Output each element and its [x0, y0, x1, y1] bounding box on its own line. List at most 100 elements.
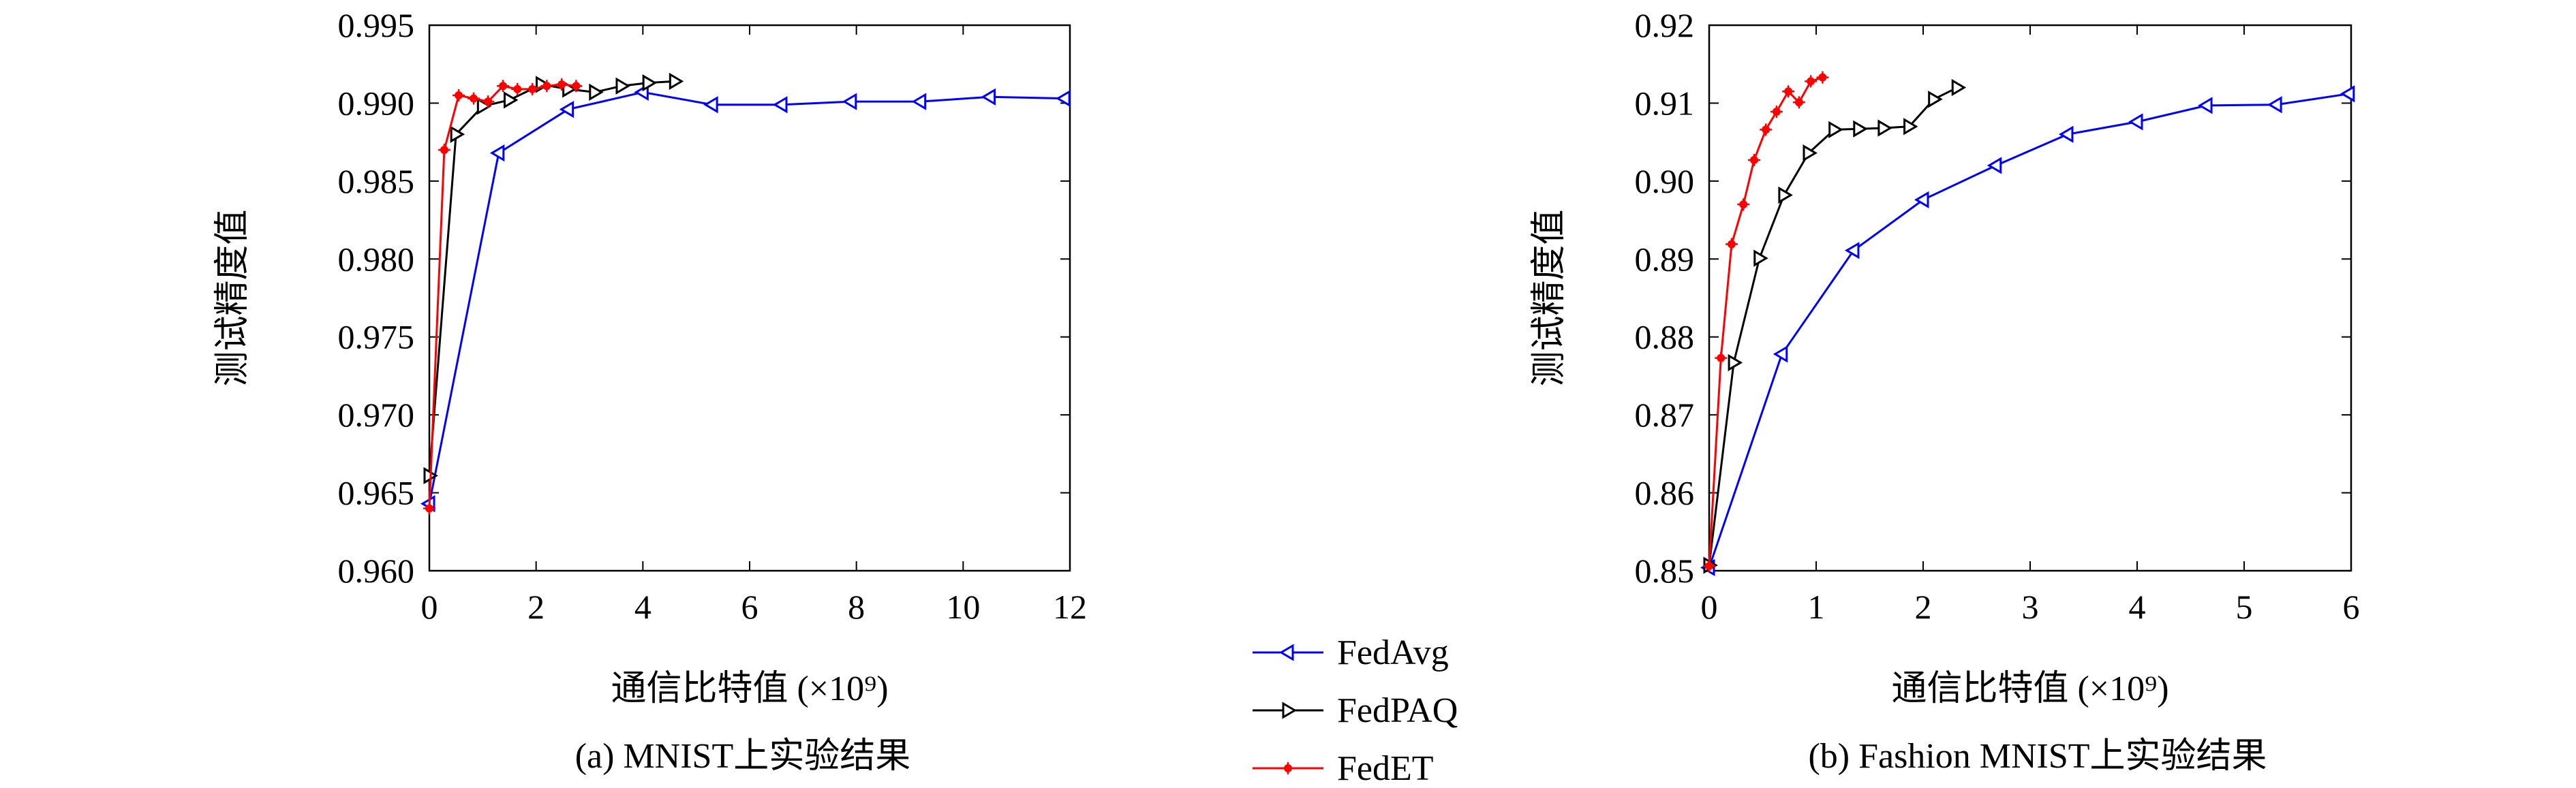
- data-point-fedavg: [1844, 242, 1860, 259]
- x-axis-label: 通信比特值 (×10⁹): [611, 669, 888, 708]
- y-tick-label: 0.970: [338, 396, 415, 434]
- plot-frame: [428, 24, 1071, 572]
- subfigure-caption: (a) MNIST上实验结果: [575, 737, 911, 776]
- data-point-fedavg: [842, 93, 857, 110]
- legend-marker-fedet: [1282, 762, 1294, 774]
- data-point-fedet: [1725, 238, 1738, 251]
- x-tick-label: 0: [1701, 588, 1718, 626]
- data-point-fedavg: [2267, 96, 2282, 114]
- data-point-fedet: [1737, 198, 1750, 211]
- data-point-fedpaq: [615, 77, 630, 95]
- data-point-fedet: [497, 80, 510, 93]
- y-tick-label: 0.87: [1635, 396, 1695, 434]
- y-axis-label: 测试精度值: [213, 209, 252, 386]
- x-tick-label: 6: [741, 588, 758, 626]
- data-point-fedavg: [2058, 125, 2074, 143]
- series-line-fedpaq: [428, 80, 675, 476]
- data-point-fedet: [1792, 96, 1805, 109]
- data-point-fedavg: [981, 88, 996, 106]
- y-tick-label: 0.965: [338, 474, 415, 512]
- data-point-fedavg: [489, 144, 505, 162]
- data-point-fedet: [1782, 85, 1795, 98]
- chart-fashion-mnist: 0 1 2 3 4 5 6 0.85 0.86 0.87 0.88 0.89 0.90 0.91 0.92 通…: [1530, 6, 2360, 776]
- series-line-fedavg: [1708, 93, 2350, 568]
- data-point-fedavg: [2198, 97, 2213, 114]
- data-point-fedavg: [773, 96, 788, 114]
- y-tick-label: 0.91: [1635, 84, 1695, 122]
- legend-label-fedet: FedET: [1337, 749, 1434, 788]
- x-axis-label: 通信比特值 (×10⁹): [1891, 669, 2168, 708]
- x-tick-label: 4: [634, 588, 651, 626]
- data-point-fedet: [1816, 71, 1829, 84]
- data-point-fedavg: [1773, 345, 1788, 363]
- y-tick-label: 0.960: [338, 552, 415, 590]
- legend-entry-fedavg: FedAvg: [1253, 633, 1449, 672]
- y-tick-label: 0.88: [1635, 318, 1695, 356]
- x-tick-label: 10: [946, 588, 980, 626]
- legend-entry-fedet: FedET: [1253, 749, 1434, 788]
- data-point-fedpaq: [1877, 119, 1892, 137]
- x-tick-label: 5: [2236, 588, 2253, 626]
- x-tick-label: 2: [527, 588, 545, 626]
- x-tick-label: 8: [848, 588, 865, 626]
- y-tick-label: 0.990: [338, 84, 415, 122]
- x-tick-label: 4: [2129, 588, 2146, 626]
- data-point-fedpaq: [1778, 186, 1793, 204]
- data-point-fedet: [423, 502, 435, 515]
- y-tick-label: 0.86: [1635, 474, 1695, 512]
- legend-entry-fedpaq: FedPAQ: [1253, 691, 1458, 730]
- data-point-fedavg: [1987, 157, 2002, 174]
- data-point-fedpaq: [642, 74, 658, 92]
- y-tick-label: 0.985: [338, 162, 415, 200]
- data-point-fedet: [1715, 351, 1728, 364]
- x-tick-label: 0: [421, 588, 438, 626]
- series-fedet: [423, 78, 583, 515]
- data-point-fedpaq: [1853, 120, 1868, 138]
- series-fedavg: [420, 83, 1071, 513]
- x-tick-label: 6: [2343, 588, 2360, 626]
- legend-label-fedpaq: FedPAQ: [1337, 691, 1458, 730]
- data-point-fedpaq: [1928, 91, 1943, 108]
- data-point-fedpaq: [669, 72, 684, 91]
- series-fedpaq: [1703, 78, 1967, 574]
- legend: FedAvg FedPAQ FedET: [1253, 633, 1458, 788]
- data-point-fedet: [570, 80, 583, 93]
- legend-marker-fedpaq: [1282, 702, 1297, 719]
- plot-frame: [1708, 24, 2352, 572]
- data-point-fedet: [453, 89, 465, 101]
- data-point-fedpaq: [450, 125, 465, 143]
- y-tick-label: 0.85: [1635, 552, 1695, 590]
- chart-mnist: 0 2 4 6 8 10 12 0.960 0.965 0.970 0.975 0.980 0.985 0…: [213, 6, 1087, 776]
- series-line-fedavg: [428, 91, 1065, 504]
- subfigure-caption: (b) Fashion MNIST上实验结果: [1808, 737, 2267, 776]
- data-point-fedet: [467, 92, 480, 105]
- x-tick-label: 12: [1053, 588, 1087, 626]
- data-point-fedavg: [2128, 113, 2143, 131]
- x-tick-label: 2: [1915, 588, 1932, 626]
- series-fedpaq: [423, 72, 684, 485]
- data-point-fedet: [482, 95, 495, 108]
- x-tick-label: 3: [2022, 588, 2039, 626]
- y-tick-label: 0.995: [338, 6, 415, 44]
- y-tick-label: 0.92: [1635, 6, 1695, 44]
- data-point-fedavg: [703, 96, 718, 114]
- series-fedavg: [1700, 85, 2355, 577]
- data-point-fedet: [1760, 123, 1773, 136]
- data-point-fedpaq: [1728, 353, 1743, 372]
- data-point-fedet: [1747, 153, 1760, 166]
- data-point-fedet: [1770, 106, 1783, 119]
- data-point-fedet: [526, 82, 539, 95]
- data-point-fedpaq: [1803, 144, 1818, 162]
- data-point-fedavg: [911, 93, 927, 110]
- data-point-fedpaq: [476, 97, 492, 115]
- data-point-fedavg: [2340, 85, 2355, 103]
- legend-label-fedavg: FedAvg: [1337, 633, 1449, 672]
- data-point-fedet: [1703, 560, 1715, 573]
- series-fedet: [1703, 71, 1829, 573]
- data-point-fedet: [438, 144, 450, 157]
- data-point-fedet: [511, 82, 524, 95]
- data-point-fedet: [540, 80, 553, 93]
- y-tick-label: 0.89: [1635, 240, 1695, 278]
- y-tick-label: 0.90: [1635, 162, 1695, 200]
